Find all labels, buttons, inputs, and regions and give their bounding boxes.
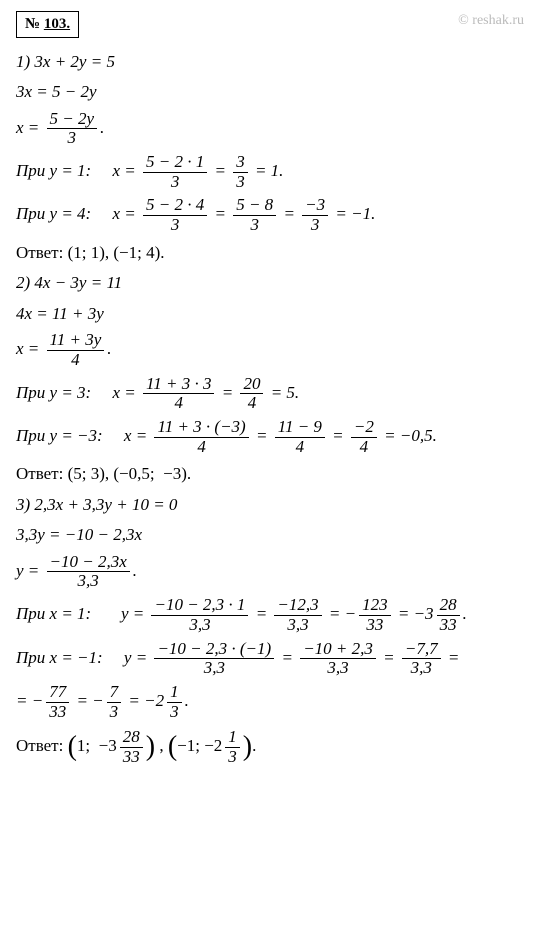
fraction: 5 − 2y3 [47,110,98,148]
p1-case1: При y = 1: x = 5 − 2 · 13 = 33 = 1. [16,153,524,191]
fraction: 11 − 94 [275,418,325,456]
p3-step1: 3,3y = −10 − 2,3x [16,522,524,548]
fraction: 2833 [120,728,143,766]
answer-label: Ответ: [16,736,68,755]
p2-title: 2) 4x − 3y = 11 [16,270,524,296]
text: = −3 [394,604,434,623]
p3-case2: При x = −1: y = −10 − 2,3 · (−1)3,3 = −1… [16,640,524,678]
text: , [155,736,168,755]
text: = −0,5. [380,426,437,445]
text: . [252,736,256,755]
fraction: −10 + 2,33,3 [300,640,376,678]
fraction: 5 − 2 · 43 [143,196,207,234]
rparen-icon: ) [146,726,155,768]
problem-number-box: № 103. [16,11,79,38]
text: x = [16,339,44,358]
p3-answer: Ответ: (1; −32833) , (−1; −213). [16,726,524,768]
text: При y = 4: x = [16,204,140,223]
text: = −1. [331,204,375,223]
lparen-icon: ( [68,726,77,768]
text: При y = 3: x = [16,383,140,402]
p3-formula: y = −10 − 2,3x3,3. [16,553,524,591]
fraction: 2833 [437,596,460,634]
fraction: 33 [233,153,248,191]
p2-case1: При y = 3: x = 11 + 3 · 34 = 204 = 5. [16,375,524,413]
text: = [210,204,230,223]
fraction: −24 [351,418,377,456]
answer-label: Ответ: [16,464,68,483]
fraction: −10 − 2,3x3,3 [47,553,130,591]
text: = − [325,604,356,623]
text: . [463,604,467,623]
p2-formula: x = 11 + 3y4. [16,331,524,369]
text: = [251,604,271,623]
text: = [328,426,348,445]
text: При x = 1: y = [16,604,148,623]
fraction: 204 [240,375,263,413]
fraction: 5 − 83 [233,196,276,234]
fraction: 73 [107,683,122,721]
text: При y = −3: x = [16,426,151,445]
text: = − [72,691,103,710]
fraction: −10 − 2,3 · (−1)3,3 [154,640,274,678]
p1-case2: При y = 4: x = 5 − 2 · 43 = 5 − 83 = −33… [16,196,524,234]
fraction: −7,73,3 [402,640,441,678]
number: 103. [44,16,70,32]
fraction: −12,33,3 [274,596,321,634]
text: = [379,648,399,667]
rparen-icon: ) [243,726,252,768]
fraction: 11 + 3 · 34 [143,375,214,413]
text: = [279,204,299,223]
text: При y = 1: x = [16,161,140,180]
dot: . [100,118,104,137]
text: = [210,161,230,180]
p2-case2: При y = −3: x = 11 + 3 · (−3)4 = 11 − 94… [16,418,524,456]
fraction: −10 − 2,3 · 13,3 [151,596,248,634]
p1-answer: Ответ: (1; 1), (−1; 4). [16,240,524,266]
text: = [444,648,460,667]
lparen-icon: ( [168,726,177,768]
text: = [252,426,272,445]
p2-step1: 4x = 11 + 3y [16,301,524,327]
p3-title: 3) 2,3x + 3,3y + 10 = 0 [16,492,524,518]
dot: . [107,339,111,358]
dot: . [133,561,137,580]
text: = [217,383,237,402]
text: = 5. [266,383,299,402]
text: 1; −3 [77,736,117,755]
number-prefix: № [25,16,40,32]
text: = −2 [124,691,164,710]
p3-case2-cont: = −7733 = −73 = −213. [16,683,524,721]
fraction: 11 + 3 · (−3)4 [154,418,248,456]
fraction: 13 [225,728,240,766]
p1-title: 1) 3x + 2y = 5 [16,49,524,75]
p1-step1: 3x = 5 − 2y [16,79,524,105]
text: −1; −2 [177,736,222,755]
fraction: 13 [167,683,182,721]
p1-formula: x = 5 − 2y3. [16,110,524,148]
fraction: 11 + 3y4 [47,331,105,369]
text: y = [16,561,44,580]
text: . [185,691,189,710]
text: = − [16,691,43,710]
fraction: 12333 [359,596,391,634]
p2-answer: Ответ: (5; 3), (−0,5; −3). [16,461,524,487]
fraction: 7733 [46,683,69,721]
fraction: 5 − 2 · 13 [143,153,207,191]
fraction: −33 [302,196,328,234]
text: При x = −1: y = [16,648,151,667]
text: x = [16,118,44,137]
p3-case1: При x = 1: y = −10 − 2,3 · 13,3 = −12,33… [16,596,524,634]
answer-value: (5; 3), (−0,5; −3). [68,464,192,483]
text: = [277,648,297,667]
answer-label: Ответ: [16,243,68,262]
text: = 1. [251,161,284,180]
watermark: © reshak.ru [458,10,524,31]
answer-value: (1; 1), (−1; 4). [68,243,165,262]
